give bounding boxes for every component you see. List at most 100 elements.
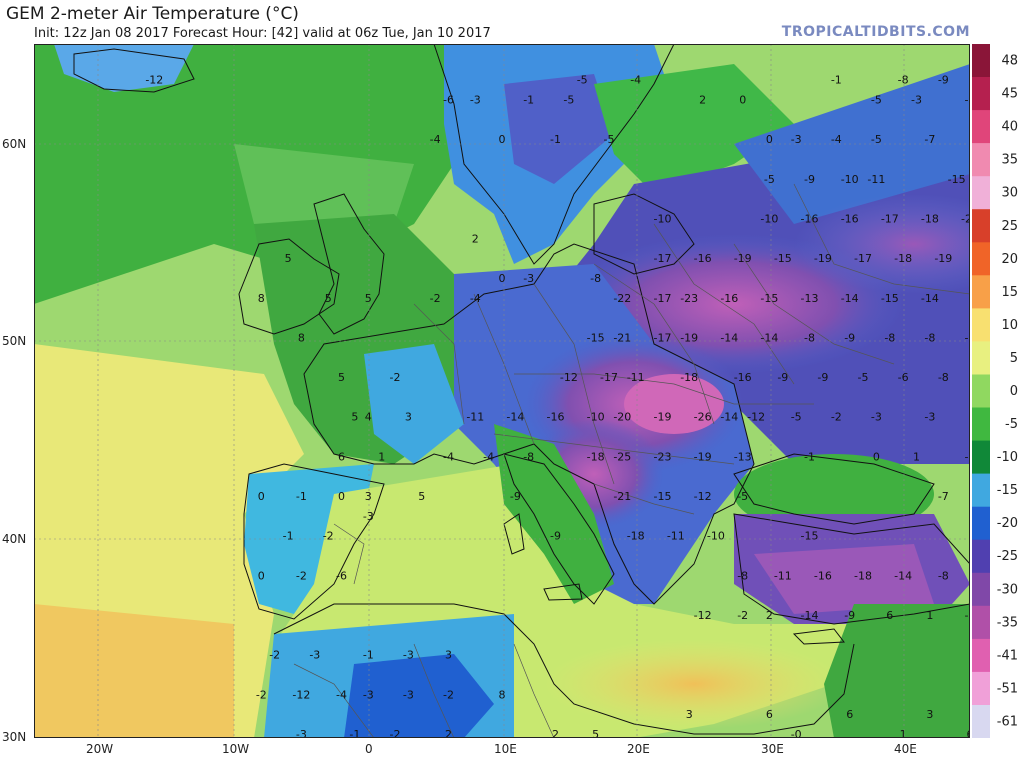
brand-watermark[interactable]: TROPICALTIDBITS.COM <box>781 24 970 40</box>
temperature-value: -21 <box>961 213 970 226</box>
scandinavia-inland <box>504 74 614 184</box>
turkey-core <box>754 544 934 614</box>
temperature-value: 6 <box>967 728 971 738</box>
temperature-value: -14 <box>720 331 738 344</box>
ireland-coast <box>238 238 340 335</box>
temperature-value: -19 <box>654 411 672 424</box>
temperature-value: -11 <box>667 530 685 543</box>
colorbar-label: 45 <box>1001 87 1018 102</box>
temperature-value: 6 <box>338 450 345 463</box>
temperature-value: -9 <box>777 371 788 384</box>
temperature-value: -3 <box>403 649 414 662</box>
temperature-value: -14 <box>506 411 524 424</box>
sicily-coast <box>543 583 583 601</box>
temperature-value: -15 <box>948 173 966 186</box>
temperature-value: -14 <box>801 609 819 622</box>
temperature-value: -3 <box>924 411 935 424</box>
temperature-value: -17 <box>654 331 672 344</box>
colorbar-label: -35 <box>997 615 1018 630</box>
temperature-value: -15 <box>760 292 778 305</box>
temperature-value: -6 <box>336 569 347 582</box>
temperature-value: -18 <box>627 530 645 543</box>
temperature-value: -3 <box>363 510 374 523</box>
temperature-value: 5 <box>351 411 358 424</box>
colorbar-label: -10 <box>997 450 1018 465</box>
temperature-value: 6 <box>846 708 853 721</box>
temperature-value: -16 <box>547 411 565 424</box>
temperature-value: -17 <box>881 213 899 226</box>
colorbar-swatch <box>972 605 990 640</box>
temperature-value: -5 <box>871 133 882 146</box>
temperature-value: 3 <box>365 490 372 503</box>
temperature-value: -2 <box>430 292 441 305</box>
colorbar-swatch <box>972 671 990 706</box>
temperature-value: 5 <box>592 728 599 738</box>
temperature-value: 3 <box>686 708 693 721</box>
temperature-value: -19 <box>680 331 698 344</box>
temperature-value: -1 <box>349 728 360 738</box>
colorbar-label: 25 <box>1001 219 1018 234</box>
colorbar-swatch <box>972 539 990 574</box>
temperature-value: -9 <box>938 74 949 87</box>
temperature-value: -17 <box>854 252 872 265</box>
colorbar-swatch <box>972 110 990 144</box>
temperature-value: 8 <box>298 331 305 344</box>
temperature-value: -14 <box>921 292 939 305</box>
temperature-value: -23 <box>680 292 698 305</box>
temperature-value: -2 <box>965 450 970 463</box>
temperature-value: -5 <box>858 371 869 384</box>
temperature-value: -19 <box>814 252 832 265</box>
temperature-value: -9 <box>817 371 828 384</box>
italy-coast <box>503 453 615 605</box>
lat-tick: 50N <box>2 334 27 348</box>
temperature-value: -18 <box>587 450 605 463</box>
temperature-value: -10 <box>654 213 672 226</box>
colorbar-swatch <box>972 374 990 409</box>
colorbar-label: -61 <box>997 715 1018 730</box>
temperature-value: -8 <box>590 272 601 285</box>
temperature-value: -4 <box>470 292 481 305</box>
temperature-value: -5 <box>604 133 615 146</box>
temperature-value: 5 <box>338 371 345 384</box>
temperature-value: -2 <box>256 688 267 701</box>
cold-core-russia <box>794 194 970 294</box>
temperature-value: -25 <box>613 450 631 463</box>
temperature-value: -3 <box>309 649 320 662</box>
temperature-value: -1 <box>296 490 307 503</box>
temperature-value: -11 <box>867 173 885 186</box>
colorbar-label: 30 <box>1001 186 1018 201</box>
temperature-value: -14 <box>720 411 738 424</box>
temperature-value: -7 <box>924 133 935 146</box>
temperature-value: -2 <box>296 569 307 582</box>
colorbar: 48 45 40 35 30 25 20 15 10 5 0 -5 -10 -15 -20 -25 -30 -35… <box>972 44 1018 738</box>
gridlines <box>34 44 970 738</box>
colorbar-label: -41 <box>997 648 1018 663</box>
temperature-value: -14 <box>894 569 912 582</box>
temperature-value: -4 <box>336 688 347 701</box>
temperature-value: 2 <box>445 728 452 738</box>
temperature-value: 5 <box>365 292 372 305</box>
temperature-value: -3 <box>403 688 414 701</box>
temperature-value: -16 <box>814 569 832 582</box>
temperature-value: 0 <box>873 450 880 463</box>
colorbar-label: -30 <box>997 582 1018 597</box>
temperature-value: 6 <box>766 708 773 721</box>
temperature-value: -1 <box>363 649 374 662</box>
temperature-value: -4 <box>831 133 842 146</box>
temperature-value: 1 <box>900 728 907 738</box>
temperature-value: 0 <box>739 94 746 107</box>
lat-axis: 60N 50N 40N 30N <box>0 44 34 744</box>
temperature-value: -1 <box>523 94 534 107</box>
temperature-value: 2 <box>766 609 773 622</box>
temperature-value: -5 <box>791 411 802 424</box>
temperature-value: -3 <box>523 272 534 285</box>
temperature-value: -12 <box>560 371 578 384</box>
temperature-value: -10 <box>707 530 725 543</box>
lon-tick: 0 <box>365 742 373 756</box>
lon-tick: 30E <box>761 742 784 756</box>
temperature-value: 4 <box>365 411 372 424</box>
temperature-value: -22 <box>613 292 631 305</box>
iceland-cold <box>54 44 194 92</box>
britain-coast <box>313 193 385 335</box>
temperature-value: -9 <box>844 331 855 344</box>
